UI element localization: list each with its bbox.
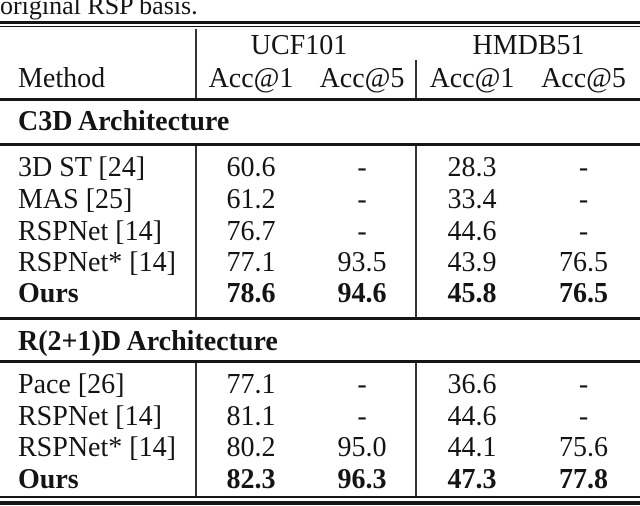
column-divider-left-header (194, 29, 197, 98)
table-row-ours-c3d: Ours 78.6 94.6 45.8 76.5 (0, 278, 640, 310)
bottom-rule-thin (0, 496, 640, 499)
table-row-rspnet-c3d: RSPNet [14] 76.7 - 44.6 - (0, 216, 640, 248)
method-cell: RSPNet* [14] (18, 247, 176, 278)
rule-below-c3d-title (0, 142, 640, 146)
value-cell: 44.6 (447, 216, 497, 247)
value-cell: 76.5 (559, 247, 608, 278)
value-cell: 76.5 (559, 278, 608, 309)
value-cell: 75.6 (559, 432, 608, 463)
section-title-c3d: C3D Architecture (18, 106, 230, 137)
column-group-header-row: UCF101 HMDB51 (0, 31, 640, 61)
caption-text: original RSP basis. (0, 0, 198, 20)
rule-below-header (0, 98, 640, 102)
value-cell: - (578, 152, 589, 183)
value-cell: 78.6 (226, 278, 276, 309)
value-cell: 45.8 (447, 278, 497, 309)
value-cell: 44.6 (447, 400, 497, 432)
method-cell: 3D ST [24] (18, 152, 146, 183)
value-cell: 60.6 (226, 152, 276, 183)
table-row-mas: MAS [25] 61.2 - 33.4 - (0, 184, 640, 216)
value-cell: 94.6 (337, 278, 387, 309)
section-title-r2plus1d: R(2+1)D Architecture (18, 325, 278, 357)
value-cell: 28.3 (447, 152, 497, 183)
method-cell: RSPNet [14] (18, 216, 162, 247)
value-cell: 33.4 (447, 184, 497, 215)
method-cell: Ours (18, 464, 79, 495)
ucf-acc5-header: Acc@5 (319, 62, 405, 94)
value-cell: 82.3 (226, 464, 276, 495)
method-cell: Pace [26] (18, 368, 125, 400)
group-header-hmdb51: HMDB51 (472, 30, 585, 61)
value-cell: 36.6 (447, 368, 497, 400)
top-rule-thin (0, 25, 640, 28)
rule-below-c3d-block (0, 316, 640, 320)
method-cell: Ours (18, 278, 79, 309)
method-column-header: Method (18, 62, 106, 94)
column-divider-left-r21d (194, 363, 197, 497)
column-divider-right-c3d (415, 145, 418, 317)
column-divider-right-r21d (415, 363, 418, 497)
table-row-rspnet-star-c3d: RSPNet* [14] 77.1 93.5 43.9 76.5 (0, 247, 640, 279)
ucf-acc1-header: Acc@1 (208, 62, 294, 94)
group-header-ucf101: UCF101 (250, 30, 348, 61)
value-cell: - (357, 216, 367, 247)
table-row-3dst: 3D ST [24] 60.6 - 28.3 - (0, 152, 640, 184)
hmdb-acc1-header: Acc@1 (429, 62, 515, 94)
value-cell: - (357, 400, 367, 432)
column-divider-left-c3d (194, 145, 197, 317)
value-cell: 96.3 (337, 464, 387, 495)
table-row-ours-r21d: Ours 82.3 96.3 47.3 77.8 (0, 464, 640, 496)
value-cell: 77.8 (559, 464, 608, 495)
value-cell: - (357, 184, 367, 215)
value-cell: - (578, 368, 589, 400)
value-cell: 47.3 (447, 464, 497, 495)
value-cell: 43.9 (447, 247, 497, 278)
value-cell: 81.1 (226, 400, 276, 432)
bottom-rule-thick (0, 501, 640, 506)
table-row-rspnet-star-r21d: RSPNet* [14] 80.2 95.0 44.1 75.6 (0, 432, 640, 464)
method-cell: RSPNet [14] (18, 400, 162, 432)
value-cell: - (357, 152, 367, 183)
value-cell: 80.2 (226, 432, 276, 463)
metric-header-row: Method Acc@1 Acc@5 Acc@1 Acc@5 (0, 61, 640, 96)
value-cell: - (578, 216, 589, 247)
table-row-rspnet-r21d: RSPNet [14] 81.1 - 44.6 - (0, 401, 640, 433)
hmdb-acc5-header: Acc@5 (541, 62, 626, 94)
rule-below-r2plus1d-title (0, 360, 640, 363)
column-divider-right-header (415, 60, 418, 98)
value-cell: - (357, 368, 367, 400)
table-row-pace: Pace [26] 77.1 - 36.6 - (0, 369, 640, 401)
value-cell: 76.7 (226, 216, 276, 247)
value-cell: 77.1 (226, 247, 276, 278)
value-cell: 93.5 (337, 247, 387, 278)
value-cell: 44.1 (447, 432, 497, 463)
method-cell: MAS [25] (18, 184, 133, 215)
value-cell: - (578, 184, 589, 215)
method-cell: RSPNet* [14] (18, 432, 176, 463)
value-cell: 95.0 (337, 432, 387, 463)
value-cell: 61.2 (226, 184, 276, 215)
value-cell: - (578, 400, 589, 432)
value-cell: 77.1 (226, 368, 276, 400)
top-rule-thick (0, 20, 640, 25)
